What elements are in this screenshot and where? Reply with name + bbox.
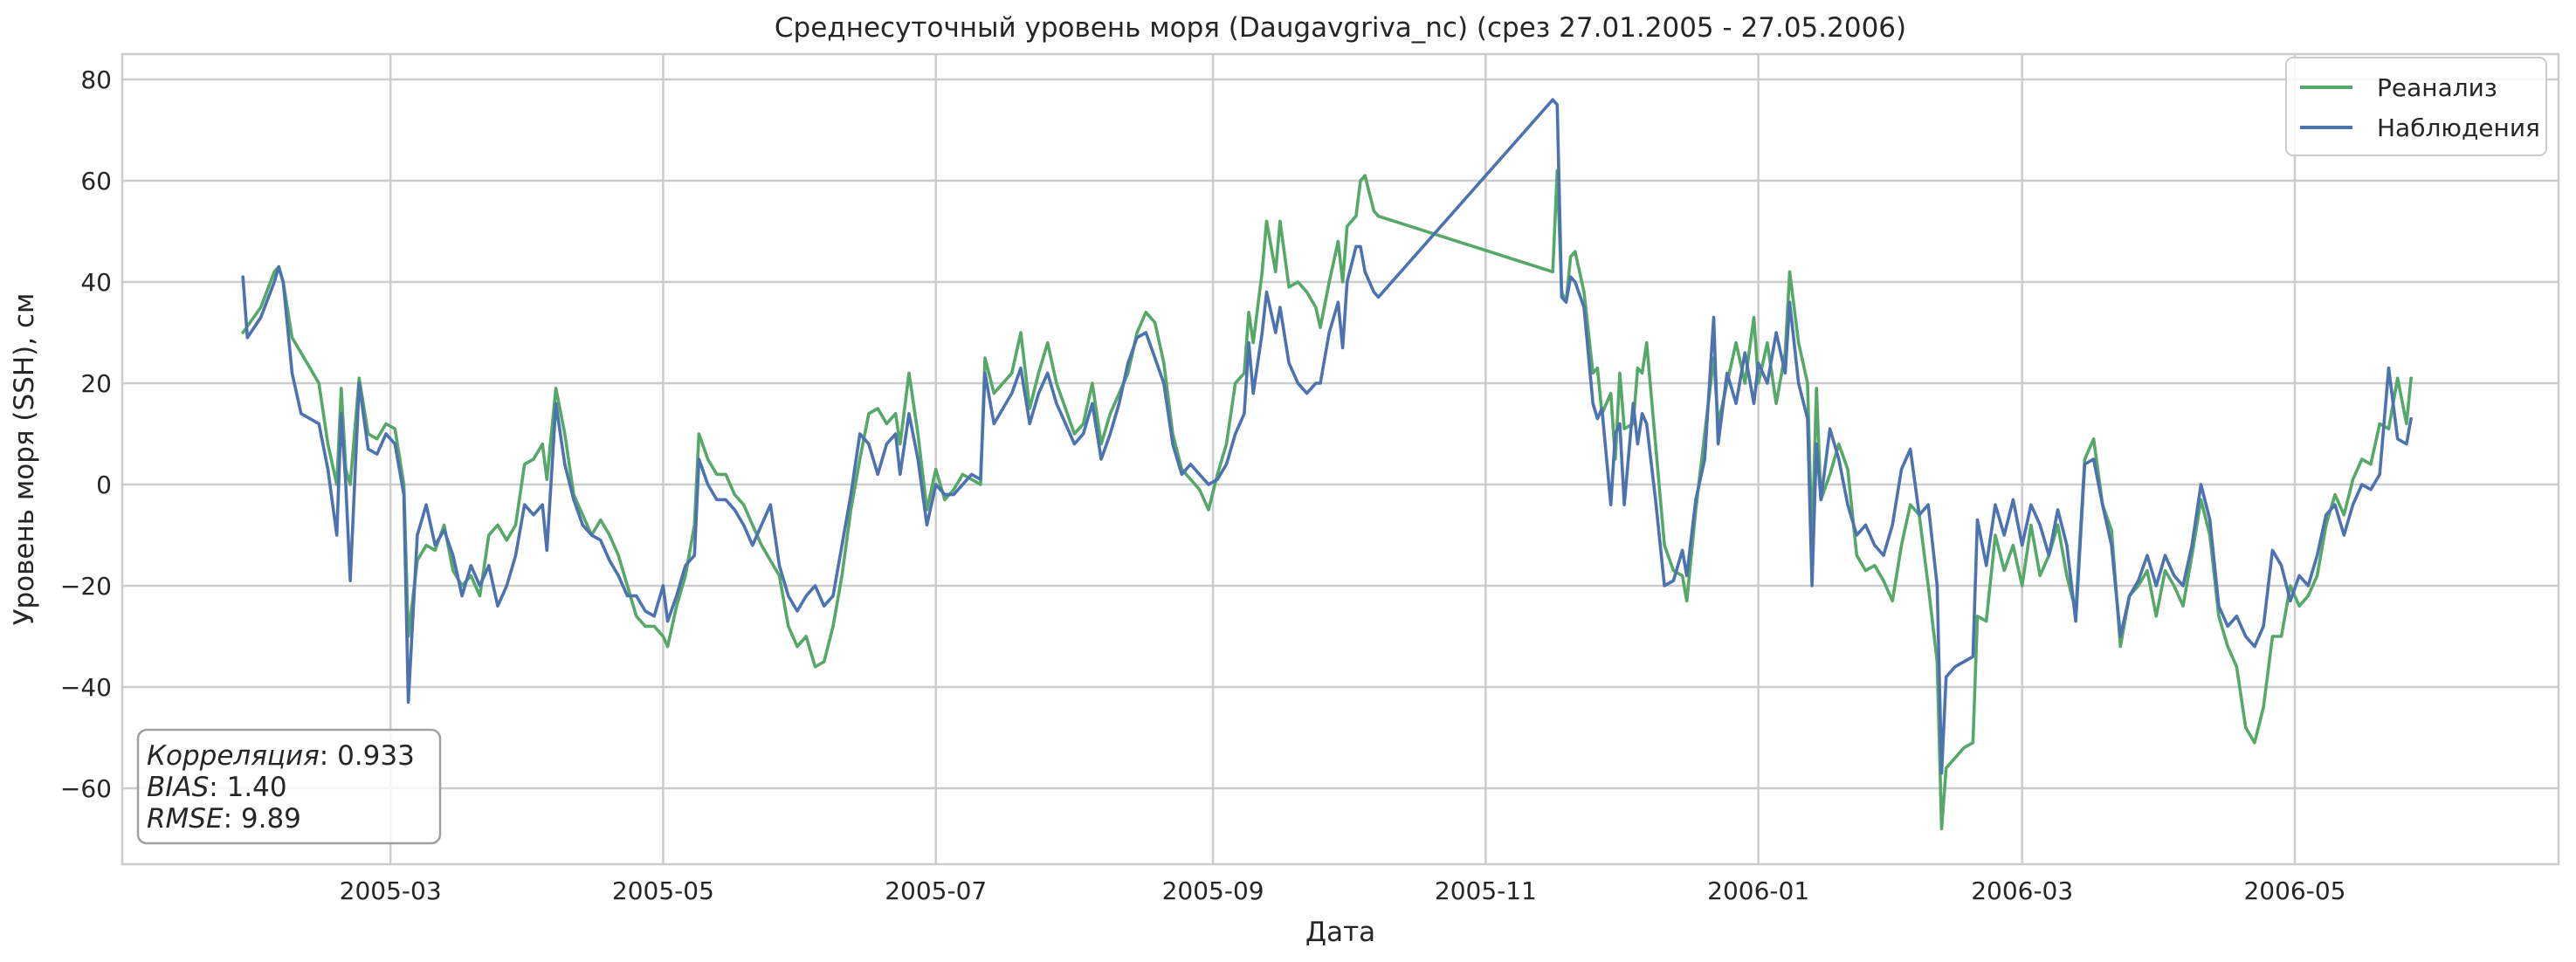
y-tick-label: 20 — [80, 369, 112, 398]
stats-line-correlation: Корреляция: 0.933 — [147, 740, 415, 772]
legend-box — [2285, 57, 2547, 156]
y-tick-label: 80 — [80, 65, 112, 94]
x-tick-label: 2005-07 — [885, 876, 987, 905]
x-tick-label: 2005-05 — [612, 876, 714, 905]
x-tick-label: 2005-09 — [1162, 876, 1264, 905]
x-tick-label: 2006-03 — [1971, 876, 2073, 905]
stats-value-rmse: 9.89 — [241, 803, 301, 835]
plot-frame — [121, 52, 2560, 866]
stats-value-correlation: 0.933 — [337, 740, 415, 772]
stats-key-rmse: RMSE — [147, 803, 224, 835]
x-axis-label: Дата — [1305, 917, 1375, 948]
x-tick-label: 2006-05 — [2243, 876, 2345, 905]
x-tick-label: 2005-03 — [340, 876, 442, 905]
legend: Реанализ Наблюдения — [2285, 57, 2547, 156]
stats-box-frame — [136, 728, 442, 845]
y-axis-label: Уровень моря (SSH), см — [9, 293, 40, 626]
grid-layer — [122, 54, 2559, 864]
x-tick-label: 2006-01 — [1707, 876, 1809, 905]
y-tick-label: 0 — [96, 471, 112, 499]
stats-line-bias: BIAS: 1.40 — [147, 772, 287, 803]
x-tick-label: 2005-11 — [1435, 876, 1537, 905]
stats-sep-rmse: : — [224, 803, 241, 835]
y-tick-label: 40 — [80, 268, 112, 297]
stats-key-correlation: Корреляция — [147, 740, 320, 772]
series-layer — [241, 98, 2413, 831]
stats-line-rmse: RMSE: 9.89 — [147, 803, 301, 835]
legend-label-reanalysis: Реанализ — [2377, 73, 2497, 102]
stats-sep-correlation: : — [320, 740, 337, 772]
y-tick-label: −60 — [60, 774, 112, 803]
y-tick-label: 60 — [80, 167, 112, 196]
stats-box: Корреляция: 0.933 BIAS: 1.40 RMSE: 9.89 — [136, 728, 442, 845]
stats-key-bias: BIAS — [147, 772, 209, 803]
stats-sep-bias: : — [209, 772, 226, 803]
series-line-observations — [241, 98, 2413, 775]
chart-title: Среднесуточный уровень моря (Daugavgriva… — [775, 12, 1906, 44]
tick-layer: −60 −40 −20 0 20 40 60 80 2005-03 2005-05 2005-07 2… — [60, 65, 2346, 905]
stats-value-bias: 1.40 — [227, 772, 287, 803]
y-tick-label: −40 — [60, 673, 112, 702]
y-tick-label: −20 — [60, 572, 112, 601]
legend-label-observations: Наблюдения — [2377, 113, 2540, 142]
